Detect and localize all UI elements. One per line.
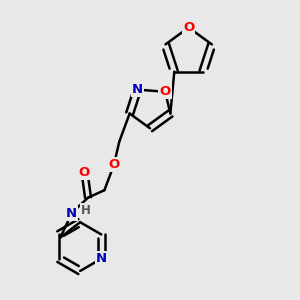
Text: H: H [81, 204, 91, 217]
Text: N: N [96, 252, 107, 265]
Text: O: O [160, 85, 171, 98]
Text: N: N [66, 207, 77, 220]
Text: N: N [132, 83, 143, 96]
Text: O: O [183, 21, 194, 34]
Text: O: O [108, 158, 119, 171]
Text: O: O [78, 166, 89, 179]
